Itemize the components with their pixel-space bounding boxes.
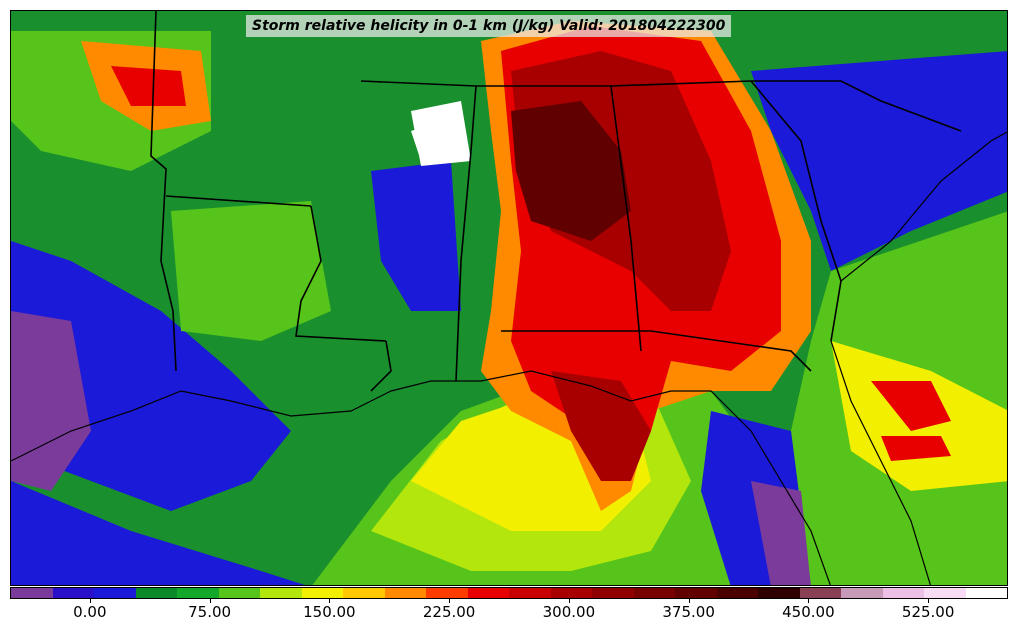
field-mid-green bbox=[171, 201, 331, 341]
colorbar-segment bbox=[924, 588, 966, 598]
colorbar-tick bbox=[688, 599, 690, 603]
colorbar-segment bbox=[882, 588, 924, 598]
colorbar-tick-label: 300.00 bbox=[542, 603, 596, 621]
colorbar-segment bbox=[758, 588, 800, 598]
border-al-ga bbox=[610, 85, 642, 352]
colorbar-segment bbox=[135, 588, 177, 598]
border-texas-east bbox=[150, 11, 177, 372]
colorbar-tick bbox=[329, 599, 331, 603]
map-title: Storm relative helicity in 0-1 km (J/kg)… bbox=[246, 15, 732, 37]
field-white-patch bbox=[411, 121, 451, 161]
colorbar-segment bbox=[633, 588, 675, 598]
colorbar-segment bbox=[716, 588, 758, 598]
field-negative-west bbox=[11, 311, 91, 491]
colorbar-tick bbox=[89, 599, 91, 603]
border-ms-al bbox=[455, 85, 477, 382]
field-east-red-2 bbox=[881, 436, 951, 461]
colorbar-tick-label: 75.00 bbox=[188, 603, 232, 621]
colorbar-tick-label: 150.00 bbox=[303, 603, 356, 621]
colorbar-tick bbox=[568, 599, 570, 603]
field-florida-purple bbox=[751, 481, 811, 585]
coastlines bbox=[11, 131, 1007, 585]
colorbar-segment bbox=[799, 588, 841, 598]
colorbar-tick bbox=[928, 599, 930, 603]
field-low-southwest bbox=[11, 481, 305, 585]
border-ar-la bbox=[295, 205, 387, 342]
colorbar-segment bbox=[301, 588, 343, 598]
colorbar-ticks: 0.00 75.00 150.00 225.00 300.00 375.00 450.00 5… bbox=[10, 599, 1008, 629]
colorbar-tick-label: 375.00 bbox=[662, 603, 715, 621]
map-canvas bbox=[11, 11, 1007, 585]
field-mid-blue bbox=[371, 161, 461, 311]
colorbar-segment bbox=[94, 588, 136, 598]
colorbar-segment bbox=[675, 588, 717, 598]
colorbar-segment bbox=[384, 588, 426, 598]
colorbar-tick bbox=[449, 599, 451, 603]
state-boundaries bbox=[150, 11, 962, 392]
border-la-ms bbox=[370, 340, 392, 392]
colorbar-tick-label: 450.00 bbox=[782, 603, 835, 621]
colorbar-segment bbox=[11, 588, 53, 598]
colorbar-tick-label: 225.00 bbox=[422, 603, 476, 621]
colorbar-segment bbox=[52, 588, 94, 598]
field-east-blue bbox=[751, 51, 1007, 271]
colorbar-segment bbox=[426, 588, 468, 598]
colorbar-segment bbox=[841, 588, 883, 598]
colorbar-tick-label: 525.00 bbox=[901, 603, 955, 621]
colorbar-segment bbox=[260, 588, 302, 598]
colorbar-segment bbox=[467, 588, 509, 598]
helicity-map bbox=[10, 10, 1008, 586]
colorbar-segment bbox=[509, 588, 551, 598]
colorbar-segment bbox=[218, 588, 260, 598]
colorbar-segment bbox=[965, 588, 1007, 598]
border-sc-ga bbox=[750, 80, 842, 342]
colorbar-tick bbox=[808, 599, 810, 603]
gulf-coast bbox=[11, 370, 831, 585]
colorbar-segment bbox=[550, 588, 592, 598]
field-east-red-1 bbox=[871, 381, 951, 431]
border-fl-north bbox=[501, 330, 812, 372]
colorbar-segment bbox=[343, 588, 385, 598]
field-north-red bbox=[111, 66, 186, 106]
field-swath-maroon bbox=[511, 101, 631, 241]
colorbar-segment bbox=[592, 588, 634, 598]
colorbar-tick-label: 0.00 bbox=[73, 603, 107, 621]
atlantic-coast-east bbox=[840, 131, 1007, 282]
atlantic-coast-florida bbox=[830, 340, 932, 585]
colorbar-tick bbox=[209, 599, 211, 603]
colorbar bbox=[10, 587, 1008, 599]
colorbar-segment bbox=[177, 588, 219, 598]
border-ok-ar bbox=[165, 195, 312, 207]
